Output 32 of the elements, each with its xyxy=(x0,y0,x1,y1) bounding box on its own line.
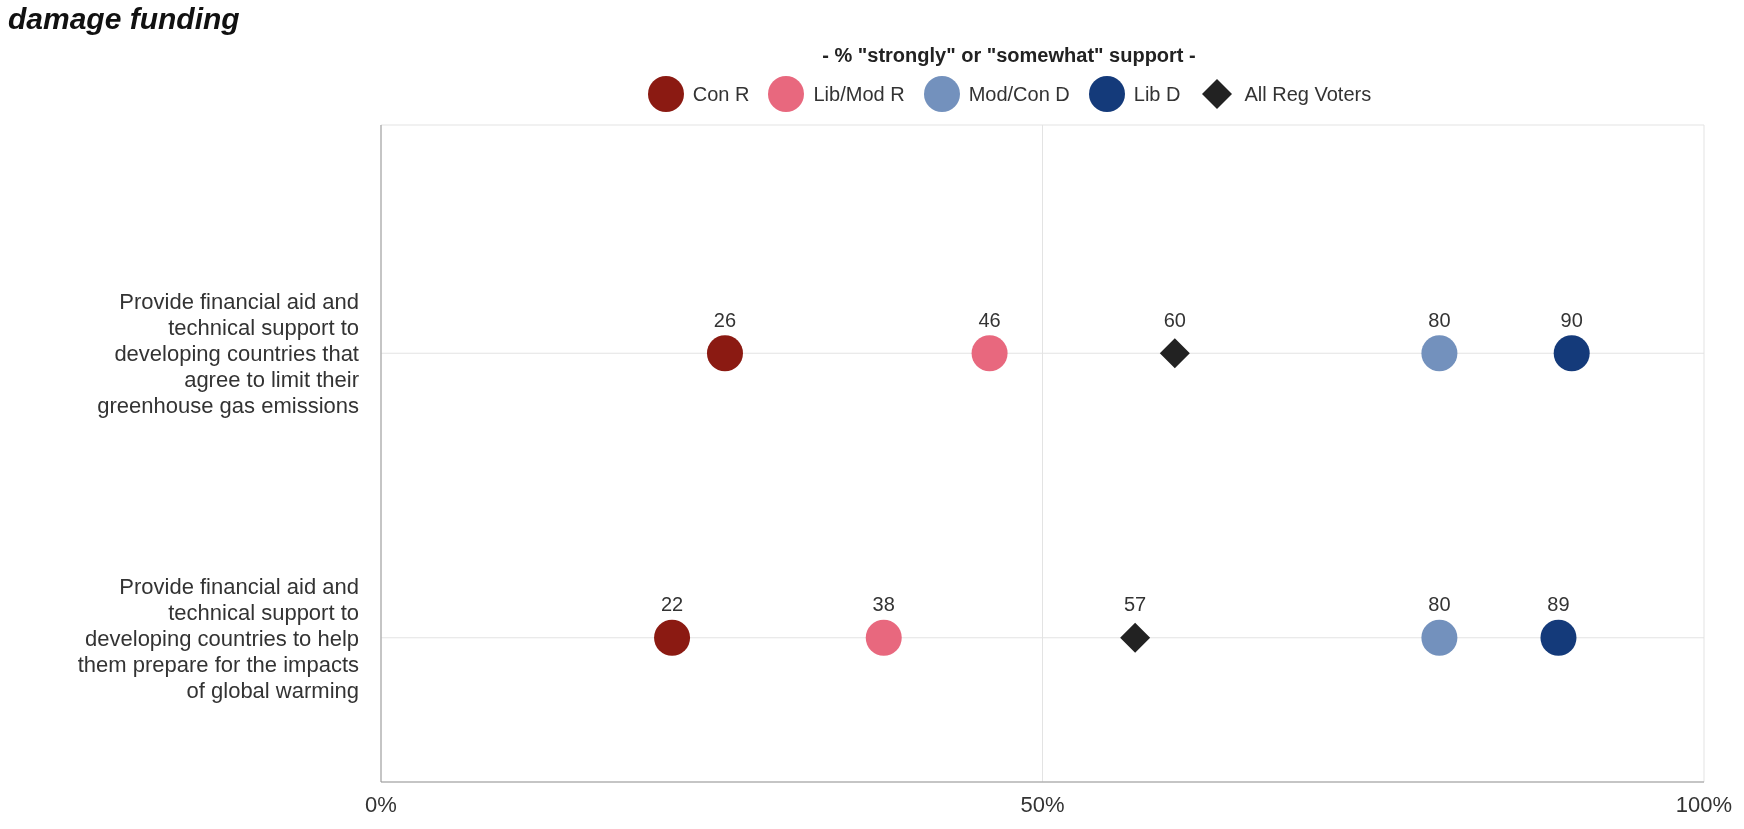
data-label: 60 xyxy=(1163,308,1186,331)
data-label: 22 xyxy=(660,593,684,616)
data-label: 57 xyxy=(1123,593,1147,616)
legend-label: All Reg Voters xyxy=(1244,82,1372,106)
point xyxy=(971,335,1008,372)
x-tick-label: 0% xyxy=(365,791,397,817)
data-label: 38 xyxy=(872,593,895,616)
y-tick-label: Provide financial aid and technical support to developing countries that agree to limit their greenhouse gas emissions xyxy=(97,288,359,418)
data-label: 46 xyxy=(978,308,1001,331)
point xyxy=(706,335,743,372)
point xyxy=(1421,619,1458,656)
chart-subtitle: - % "strongly" or "somewhat" support - xyxy=(821,44,1197,67)
point xyxy=(1553,335,1590,372)
point xyxy=(654,619,691,656)
legend-label: Lib D xyxy=(1133,82,1181,106)
point xyxy=(1421,335,1458,372)
legend-label: Lib/Mod R xyxy=(813,82,905,106)
y-tick-label: Provide financial aid and technical support to developing countries to help them prepare for the impacts of global warming xyxy=(77,573,359,703)
x-tick-label: 50% xyxy=(1020,791,1065,817)
data-label: 80 xyxy=(1428,308,1451,331)
data-label: 80 xyxy=(1428,593,1451,616)
point xyxy=(865,619,902,656)
legend-label: Mod/Con D xyxy=(968,82,1070,106)
data-label: 89 xyxy=(1547,593,1570,616)
data-label: 90 xyxy=(1560,308,1583,331)
point xyxy=(1120,622,1151,653)
data-label: 26 xyxy=(713,308,737,331)
point xyxy=(1540,619,1577,656)
text: damage funding xyxy=(8,2,240,36)
x-tick-label: 100% xyxy=(1675,791,1733,817)
point xyxy=(1159,338,1190,369)
legend-label: Con R xyxy=(692,82,750,106)
